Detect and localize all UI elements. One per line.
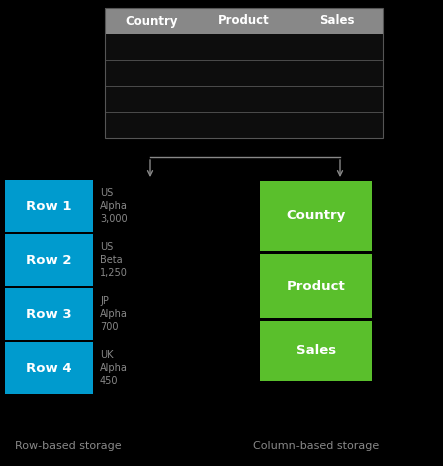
Bar: [5, 288, 93, 340]
Text: US
Alpha
3,000: US Alpha 3,000: [100, 188, 128, 224]
Bar: [105, 34, 383, 60]
Bar: [260, 321, 372, 381]
Text: Sales: Sales: [296, 344, 336, 357]
Text: US
Beta
1,250: US Beta 1,250: [100, 242, 128, 278]
Text: Column-based storage: Column-based storage: [253, 441, 379, 451]
Bar: [260, 254, 372, 318]
Text: Country: Country: [125, 14, 178, 27]
Text: Product: Product: [218, 14, 270, 27]
Bar: [105, 8, 383, 138]
Bar: [105, 8, 383, 34]
Text: Country: Country: [286, 210, 346, 222]
Bar: [105, 112, 383, 138]
Text: Row 2: Row 2: [26, 254, 72, 267]
Text: Row 4: Row 4: [26, 362, 72, 375]
Text: JP
Alpha
700: JP Alpha 700: [100, 296, 128, 332]
Text: Row 1: Row 1: [26, 199, 72, 212]
Text: UK
Alpha
450: UK Alpha 450: [100, 350, 128, 386]
Text: Row 3: Row 3: [26, 308, 72, 321]
Bar: [260, 181, 372, 251]
Bar: [5, 234, 93, 286]
Bar: [5, 180, 93, 232]
Text: Row-based storage: Row-based storage: [15, 441, 121, 451]
Text: Product: Product: [287, 280, 346, 293]
Bar: [105, 86, 383, 112]
Bar: [105, 60, 383, 86]
Bar: [5, 342, 93, 394]
Text: Sales: Sales: [319, 14, 354, 27]
